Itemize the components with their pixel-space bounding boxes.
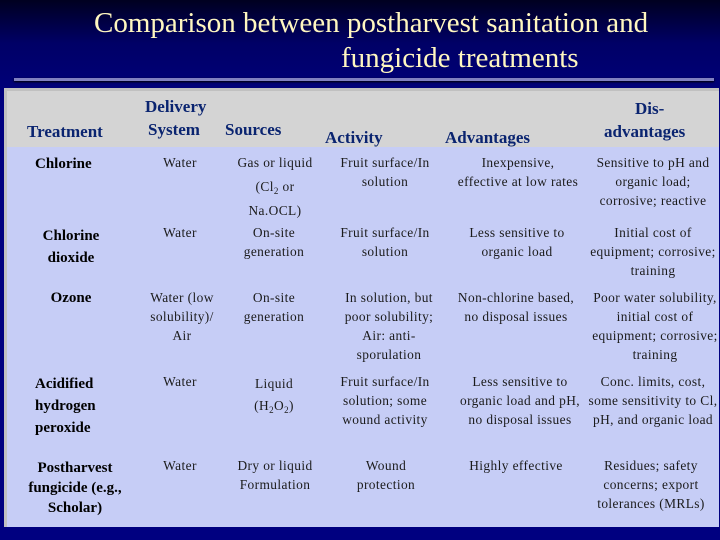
row-3-delivery: Water (low solubility)/ Air <box>150 290 214 343</box>
table-header: Treatment Delivery System Sources Activi… <box>7 91 719 147</box>
row-1-sources-line3: Na.OCL) <box>248 203 302 218</box>
header-disadvantages-line1: Dis- <box>635 99 665 118</box>
row-5-activity: Wound protection <box>356 458 416 492</box>
row-2-delivery: Water <box>163 225 197 240</box>
row-4-disadvantages: Conc. limits, cost, some sensitivity to … <box>588 374 718 427</box>
row-5-sources: Dry or liquid Formulation <box>237 458 313 492</box>
row-4-sources-line1: Liquid <box>254 376 294 391</box>
title-line-1: Comparison between postharvest sanitatio… <box>94 7 649 39</box>
table-body: Chlorine Water Gas or liquid (Cl2 or Na.… <box>7 147 719 527</box>
header-disadvantages-line2: advantages <box>604 122 686 141</box>
row-1-activity: Fruit surface/In solution <box>340 155 430 189</box>
header-activity: Activity <box>325 128 383 147</box>
row-1-delivery: Water <box>163 155 197 170</box>
comparison-table: Treatment Delivery System Sources Activi… <box>4 88 719 527</box>
title-divider <box>14 78 714 81</box>
row-2-advantages: Less sensitive to organic load <box>469 225 565 259</box>
header-delivery-line2: System <box>148 120 200 139</box>
row-4-sources: Liquid (H2O2) <box>233 374 315 420</box>
row-1-disadvantages: Sensitive to pH and organic load; corros… <box>596 155 710 208</box>
header-treatment: Treatment <box>27 122 103 141</box>
row-5-disadvantages: Residues; safety concerns; export tolera… <box>597 458 705 511</box>
row-2-disadvantages: Initial cost of equipment; corrosive; tr… <box>590 225 716 278</box>
row-1-sources-line1: Gas or liquid <box>237 155 313 170</box>
row-1-treatment: Chlorine <box>35 156 92 172</box>
row-3-disadvantages: Poor water solubility, initial cost of e… <box>592 290 718 362</box>
title-line-2: fungicide treatments <box>341 42 579 74</box>
row-3-advantages: Non-chlorine based, no disposal issues <box>457 290 575 324</box>
row-3-sources: On-site generation <box>243 290 305 324</box>
row-3-treatment: Ozone <box>50 290 92 306</box>
row-1-advantages: Inexpensive, effective at low rates <box>457 155 579 189</box>
row-5-delivery: Water <box>163 458 197 473</box>
row-4-treatment: Acidified hydrogen peroxide <box>35 376 96 436</box>
row-2-activity: Fruit surface/In solution <box>340 225 430 259</box>
row-4-activity: Fruit surface/In solution; some wound ac… <box>340 374 430 427</box>
header-advantages: Advantages <box>445 128 531 147</box>
row-4-advantages: Less sensitive to organic load and pH, n… <box>459 374 581 427</box>
header-delivery-line1: Delivery <box>145 97 207 116</box>
row-4-delivery: Water <box>163 374 197 389</box>
row-1-sources-line2: (Cl2 or <box>255 179 295 196</box>
row-5-advantages: Highly effective <box>469 458 563 473</box>
row-3-activity: In solution, but poor solubility; Air: a… <box>344 290 434 362</box>
header-sources: Sources <box>225 120 282 139</box>
row-2-sources: On-site generation <box>243 225 305 259</box>
row-2-treatment: Chlorine dioxide <box>42 228 100 266</box>
row-1-sources: Gas or liquid (Cl2 or Na.OCL) <box>225 153 325 220</box>
row-5-treatment: Postharvest fungicide (e.g., Scholar) <box>28 460 122 516</box>
row-4-sources-line2: (H2O2) <box>254 398 294 415</box>
